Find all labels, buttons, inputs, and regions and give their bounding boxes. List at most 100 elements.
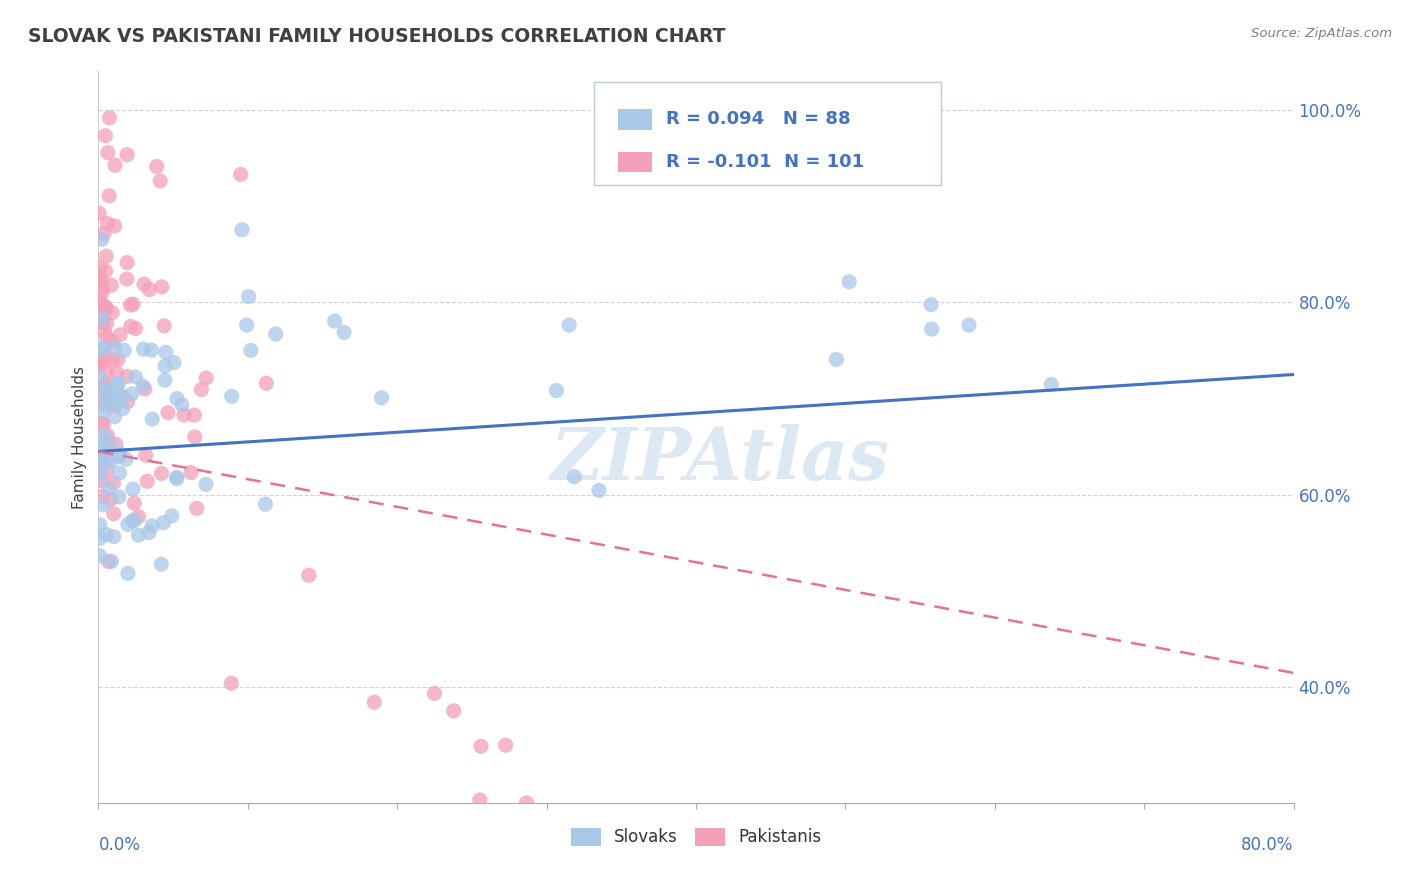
Point xyxy=(150,558,173,572)
Point xyxy=(173,408,195,422)
Point xyxy=(231,223,253,237)
Point xyxy=(111,390,134,404)
Point xyxy=(93,377,115,392)
Point xyxy=(100,278,122,293)
Point xyxy=(100,492,122,507)
Point xyxy=(190,383,212,397)
Point xyxy=(120,319,142,334)
Text: R = -0.101  N = 101: R = -0.101 N = 101 xyxy=(666,153,865,171)
Point xyxy=(91,444,114,458)
Text: ZIPAtlas: ZIPAtlas xyxy=(551,424,889,494)
Point xyxy=(94,301,117,316)
Point xyxy=(96,217,118,231)
Point xyxy=(124,513,146,527)
FancyBboxPatch shape xyxy=(619,152,652,172)
Point xyxy=(90,343,112,357)
Point xyxy=(333,326,356,340)
Point xyxy=(90,417,112,431)
Point xyxy=(155,345,177,359)
Point xyxy=(89,549,111,563)
Point xyxy=(91,450,114,464)
Point xyxy=(105,366,128,380)
Point xyxy=(122,482,145,496)
Point xyxy=(96,394,118,409)
Point xyxy=(103,507,125,521)
Point xyxy=(94,264,117,278)
Point xyxy=(423,686,446,700)
Point xyxy=(94,349,117,363)
Point xyxy=(127,528,149,542)
Point xyxy=(117,394,139,409)
Point xyxy=(91,455,114,469)
Point xyxy=(150,467,173,481)
Point xyxy=(94,376,117,391)
Y-axis label: Family Households: Family Households xyxy=(72,366,87,508)
Point xyxy=(91,428,114,442)
Point xyxy=(91,458,114,473)
Point xyxy=(323,314,346,328)
Point xyxy=(90,286,112,301)
Point xyxy=(90,352,112,367)
Point xyxy=(94,399,117,413)
Point xyxy=(150,280,173,294)
Point xyxy=(107,450,129,464)
Point xyxy=(370,391,392,405)
Point xyxy=(108,327,131,342)
Point xyxy=(264,326,287,341)
Point xyxy=(141,519,163,533)
Point xyxy=(94,301,117,315)
Text: R = 0.094   N = 88: R = 0.094 N = 88 xyxy=(666,111,851,128)
Point xyxy=(145,160,167,174)
Point xyxy=(1040,377,1063,392)
Point xyxy=(89,273,111,287)
Point xyxy=(94,453,117,467)
Point xyxy=(97,393,120,408)
Point xyxy=(229,168,252,182)
Point xyxy=(127,509,149,524)
Point xyxy=(107,352,129,367)
Point xyxy=(138,525,160,540)
Point xyxy=(141,343,163,358)
Point xyxy=(238,290,260,304)
Point xyxy=(104,340,127,354)
Point xyxy=(108,376,131,390)
Point xyxy=(153,373,176,387)
Point xyxy=(94,325,117,339)
Point xyxy=(136,475,159,489)
Point xyxy=(96,365,118,379)
Point xyxy=(120,298,142,312)
Point xyxy=(152,516,174,530)
Point xyxy=(558,318,581,332)
Point xyxy=(108,446,131,460)
Point xyxy=(93,448,115,462)
Point xyxy=(141,412,163,426)
Point xyxy=(132,277,155,292)
Point xyxy=(132,379,155,393)
Point xyxy=(825,352,848,367)
Point xyxy=(117,566,139,581)
Point xyxy=(239,343,262,358)
Point xyxy=(96,527,118,541)
Point xyxy=(89,206,111,220)
Point xyxy=(221,389,243,403)
Point xyxy=(90,232,112,246)
Point xyxy=(93,299,115,313)
Point xyxy=(254,497,277,511)
Point xyxy=(920,298,942,312)
Point xyxy=(235,318,257,332)
Point xyxy=(132,342,155,356)
Point xyxy=(221,676,243,690)
Legend: Slovaks, Pakistanis: Slovaks, Pakistanis xyxy=(564,821,828,853)
Point xyxy=(468,793,491,807)
Point xyxy=(96,462,118,476)
Point xyxy=(470,739,492,754)
Point xyxy=(195,371,218,385)
Point xyxy=(194,477,217,491)
Point xyxy=(180,466,202,480)
Point xyxy=(104,409,127,424)
Point xyxy=(121,514,143,528)
Point xyxy=(89,370,111,384)
Point xyxy=(91,341,114,355)
Point xyxy=(94,392,117,407)
Point xyxy=(94,384,117,398)
